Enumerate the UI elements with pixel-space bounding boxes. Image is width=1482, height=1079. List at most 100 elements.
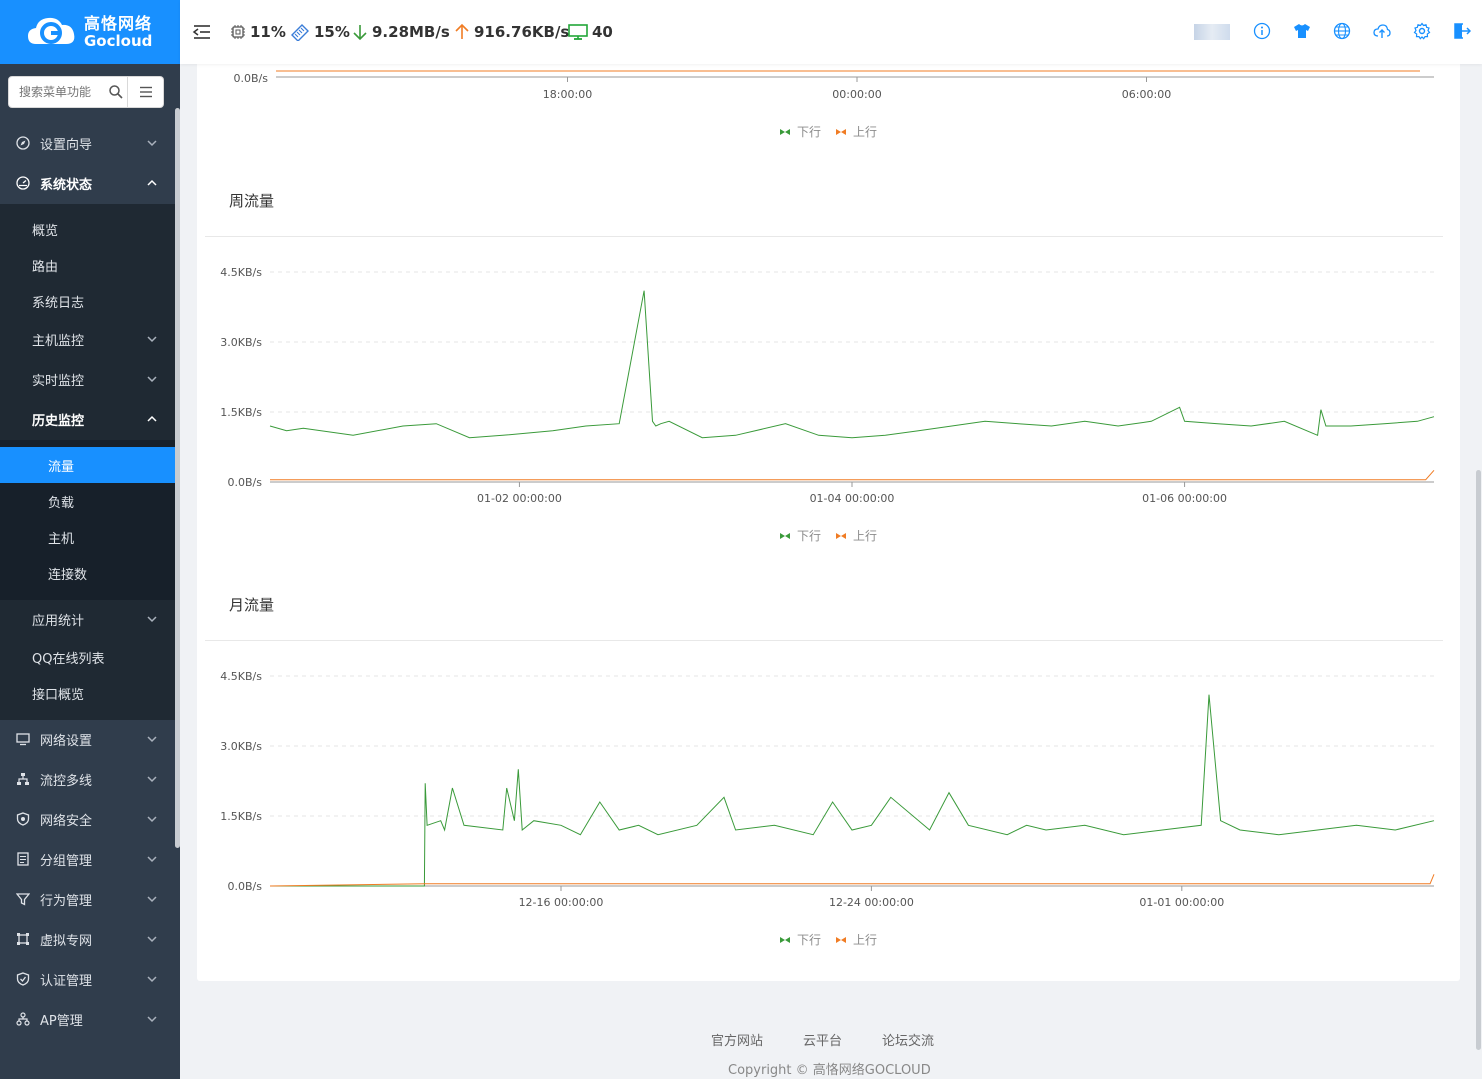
legend-down-icon <box>780 128 790 135</box>
download-stat: 9.28MB/s <box>352 20 450 44</box>
gear-icon[interactable] <box>1413 22 1431 40</box>
nav-label: 实时监控 <box>32 373 85 389</box>
user-avatar[interactable] <box>1194 24 1230 40</box>
y-tick-label: 1.5KB/s <box>220 810 262 823</box>
y-tick-label: 0.0B/s <box>228 880 263 893</box>
dashboard-icon <box>16 176 30 190</box>
nav-traffic[interactable]: 流量 <box>0 447 175 483</box>
legend-up-icon <box>836 532 847 539</box>
main-scrollbar[interactable] <box>1476 470 1481 1050</box>
nav-interface-overview[interactable]: 接口概览 <box>0 675 175 711</box>
nav-label: 分组管理 <box>40 853 93 869</box>
globe-icon[interactable] <box>1333 22 1351 40</box>
traffic-card: 0.0B/s 18:00:00 00:00:00 06:00:00 下行 上行 周流量… <box>197 64 1460 981</box>
nav-route[interactable]: 路由 <box>0 247 175 283</box>
brand-cn: 高恪网络 <box>84 13 153 33</box>
nav-vpn[interactable]: 虚拟专网 <box>0 919 175 959</box>
legend-up[interactable]: 上行 <box>835 123 877 140</box>
logo[interactable]: 高恪网络 Gocloud <box>0 0 180 64</box>
chevron-down-icon <box>147 1016 157 1023</box>
nav-load[interactable]: 负载 <box>0 483 175 519</box>
shield-icon <box>16 812 30 826</box>
footer-link-cloud[interactable]: 云平台 <box>803 1034 843 1049</box>
monthly-traffic-chart: 0.0B/s 1.5KB/s 3.0KB/s 4.5KB/s 12-16 00:00:0… <box>220 670 1435 909</box>
nav-group-management[interactable]: 分组管理 <box>0 839 175 879</box>
nav-label: 主机监控 <box>32 333 85 349</box>
chevron-down-icon <box>147 816 157 823</box>
nav-qq-online[interactable]: QQ在线列表 <box>0 639 175 675</box>
nav-setup-wizard[interactable]: 设置向导 <box>0 123 175 163</box>
monitor-icon <box>568 24 588 40</box>
memory-value: 15% <box>314 23 350 41</box>
shield-check-icon <box>16 972 30 986</box>
nav-system-log[interactable]: 系统日志 <box>0 283 175 319</box>
divider <box>205 640 1443 641</box>
shirt-icon[interactable] <box>1293 22 1311 40</box>
download-value: 9.28MB/s <box>372 23 450 41</box>
chevron-down-icon <box>147 776 157 783</box>
legend-down[interactable]: 下行 <box>779 527 821 544</box>
y-tick-label: 0.0B/s <box>234 72 269 85</box>
cpu-value: 11% <box>250 23 286 41</box>
y-tick-label: 3.0KB/s <box>220 740 262 753</box>
cloud-upload-icon[interactable] <box>1373 22 1391 40</box>
arrow-up-icon <box>455 23 469 39</box>
cpu-icon <box>231 25 245 39</box>
nav-host-monitor[interactable]: 主机监控 <box>0 321 175 357</box>
nav-history-monitor[interactable]: 历史监控 <box>0 401 175 437</box>
logout-icon[interactable] <box>1453 22 1471 40</box>
nav-system-status[interactable]: 系统状态 <box>0 163 175 203</box>
nav-ap-management[interactable]: AP管理 <box>0 999 175 1039</box>
nav-label: 连接数 <box>48 567 88 583</box>
nav-behavior-management[interactable]: 行为管理 <box>0 879 175 919</box>
list-icon <box>139 86 152 98</box>
online-value: 40 <box>592 23 613 41</box>
legend-down[interactable]: 下行 <box>779 931 821 948</box>
footer-link-official[interactable]: 官方网站 <box>711 1034 764 1049</box>
nav-network-security[interactable]: 网络安全 <box>0 799 175 839</box>
footer-link-forum[interactable]: 论坛交流 <box>882 1034 935 1049</box>
divider <box>205 236 1443 237</box>
chevron-down-icon <box>147 976 157 983</box>
nav-network-settings[interactable]: 网络设置 <box>0 719 175 759</box>
x-tick-label: 00:00:00 <box>832 88 881 101</box>
nav-label: 流控多线 <box>40 773 93 789</box>
memory-icon <box>291 24 309 41</box>
x-tick-label: 01-04 00:00:00 <box>810 492 895 505</box>
sitemap-icon <box>17 773 29 785</box>
legend-up-label: 上行 <box>853 125 878 139</box>
legend-up-label: 上行 <box>853 933 878 947</box>
nav-flow-control[interactable]: 流控多线 <box>0 759 175 799</box>
search-icon[interactable] <box>108 84 124 100</box>
online-stat: 40 <box>568 20 613 44</box>
collapse-menu-icon[interactable] <box>192 22 212 42</box>
nav-label: 概览 <box>32 223 59 239</box>
nav-host[interactable]: 主机 <box>0 519 175 555</box>
x-tick-label: 12-24 00:00:00 <box>829 896 914 909</box>
nav-realtime-monitor[interactable]: 实时监控 <box>0 361 175 397</box>
series-down-line <box>269 290 1435 439</box>
chevron-up-icon <box>147 415 157 422</box>
legend-up[interactable]: 上行 <box>835 527 877 544</box>
chevron-down-icon <box>147 336 157 343</box>
nav-auth-management[interactable]: 认证管理 <box>0 959 175 999</box>
info-icon[interactable] <box>1253 22 1271 40</box>
nav-label: 设置向导 <box>40 137 93 153</box>
x-tick-label: 12-16 00:00:00 <box>519 896 604 909</box>
vpn-icon <box>17 933 29 945</box>
menu-search-input[interactable] <box>8 76 128 108</box>
nav-label: 历史监控 <box>32 413 85 429</box>
series-up-line <box>269 874 1435 887</box>
legend-down[interactable]: 下行 <box>779 123 821 140</box>
menu-list-button[interactable] <box>128 76 164 108</box>
nav-overview[interactable]: 概览 <box>0 211 175 247</box>
nav-label: 虚拟专网 <box>40 933 93 949</box>
nav-label: 接口概览 <box>32 687 85 703</box>
nav-label: 网络安全 <box>40 813 93 829</box>
nav-connections[interactable]: 连接数 <box>0 555 175 591</box>
chevron-down-icon <box>147 856 157 863</box>
nav-app-stats[interactable]: 应用统计 <box>0 601 175 637</box>
x-tick-label: 06:00:00 <box>1122 88 1171 101</box>
sidebar-scrollbar[interactable] <box>175 108 180 848</box>
legend-up[interactable]: 上行 <box>835 931 877 948</box>
